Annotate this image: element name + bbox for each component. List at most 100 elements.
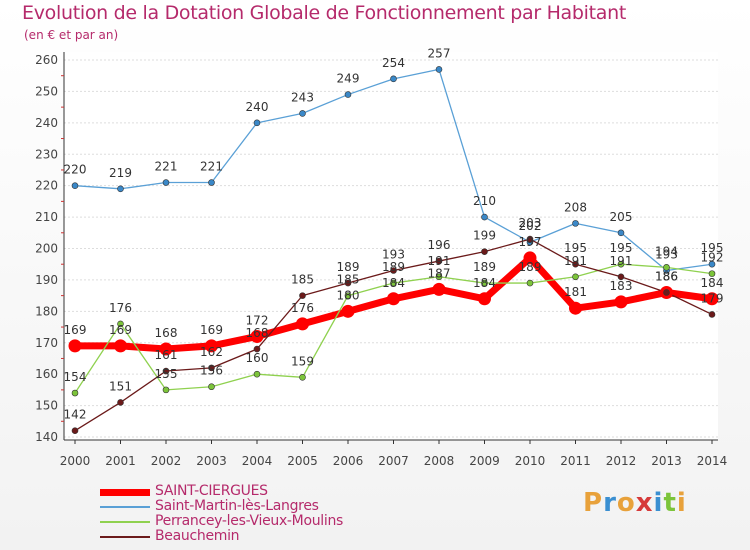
data-label: 197 [519, 235, 542, 249]
x-tick-label: 2013 [651, 454, 682, 468]
logo-letter: P [583, 488, 604, 518]
data-point [344, 91, 352, 98]
data-label: 199 [473, 229, 496, 243]
data-label: 254 [382, 56, 405, 70]
data-point [708, 270, 716, 277]
data-point [617, 260, 625, 268]
data-point [569, 301, 582, 315]
x-tick-label: 2003 [196, 454, 227, 468]
data-label: 151 [109, 379, 132, 393]
logo-letter: r [603, 488, 617, 518]
data-label: 189 [337, 260, 360, 274]
data-label: 154 [64, 370, 87, 384]
data-point [390, 279, 397, 287]
y-tick-label: 190 [35, 273, 58, 287]
data-label: 176 [109, 301, 132, 315]
y-tick-label: 250 [35, 84, 58, 98]
data-label: 208 [564, 200, 587, 214]
data-point [481, 279, 488, 287]
data-point [390, 75, 397, 83]
x-tick-label: 2006 [333, 454, 364, 468]
data-label: 156 [200, 364, 223, 378]
data-label: 186 [655, 269, 678, 283]
logo-letter: i [676, 488, 687, 518]
data-label: 189 [473, 260, 496, 274]
data-label: 162 [200, 345, 223, 359]
y-tick-label: 150 [35, 399, 58, 413]
x-tick-label: 2014 [697, 454, 728, 468]
data-label: 184 [382, 276, 405, 290]
data-label: 210 [473, 194, 496, 208]
x-tick-label: 2005 [287, 454, 318, 468]
data-point [617, 273, 625, 281]
data-point [68, 339, 82, 353]
data-label: 155 [155, 367, 178, 381]
y-tick-label: 260 [35, 53, 58, 67]
y-tick-label: 230 [35, 147, 58, 161]
data-label: 194 [655, 244, 678, 258]
data-point [71, 427, 79, 435]
data-label: 187 [428, 266, 451, 280]
data-point [159, 342, 173, 356]
data-label: 191 [610, 254, 633, 268]
data-point [205, 339, 218, 353]
data-label: 240 [246, 100, 269, 114]
data-label: 179 [701, 291, 724, 305]
legend-label: Perrancey-les-Vieux-Moulins [155, 513, 344, 529]
legend-label: Beauchemin [155, 528, 240, 544]
data-point [708, 311, 716, 318]
data-point [299, 110, 306, 117]
data-point [572, 260, 579, 268]
legend-swatch [100, 521, 150, 523]
y-tick-label: 180 [35, 304, 58, 318]
data-point [344, 279, 352, 287]
y-tick-label: 220 [35, 179, 58, 193]
x-tick-label: 2011 [560, 454, 591, 468]
data-label: 189 [519, 260, 542, 274]
data-label: 193 [382, 247, 405, 261]
data-point [117, 399, 124, 406]
data-label: 203 [519, 216, 542, 230]
data-point [296, 317, 309, 331]
logo-letter: o [616, 488, 636, 518]
data-point [117, 320, 124, 328]
data-label: 184 [473, 276, 496, 290]
data-point [253, 345, 261, 353]
data-point [71, 389, 79, 397]
data-label: 243 [291, 90, 314, 104]
data-point [572, 220, 579, 227]
logo-letter: x [635, 488, 654, 518]
data-point [117, 185, 124, 193]
legend-label: SAINT-CIERGUES [155, 483, 268, 499]
y-tick-label: 140 [35, 430, 58, 444]
data-label: 169 [109, 323, 132, 337]
data-label: 185 [337, 273, 360, 287]
legend-swatch [100, 488, 150, 496]
data-label: 161 [155, 348, 178, 362]
data-point [663, 289, 670, 296]
data-point [432, 282, 446, 296]
data-label: 142 [64, 408, 87, 422]
data-point [614, 295, 628, 309]
data-point [705, 292, 719, 306]
data-point [341, 304, 355, 318]
x-tick-label: 2000 [60, 454, 91, 468]
data-point [250, 329, 264, 343]
data-label: 180 [337, 288, 360, 302]
data-point [162, 179, 170, 186]
data-point [523, 251, 537, 265]
plot-area [64, 52, 718, 440]
data-point [253, 370, 261, 378]
data-point [299, 292, 306, 299]
data-label: 183 [610, 279, 633, 293]
data-label: 184 [701, 276, 724, 290]
data-label: 193 [655, 247, 678, 261]
data-point [481, 248, 488, 255]
data-label: 219 [109, 166, 132, 180]
data-label: 195 [701, 241, 724, 255]
data-point [114, 339, 127, 353]
x-tick-label: 2009 [469, 454, 500, 468]
data-label: 168 [246, 326, 269, 340]
data-label: 159 [291, 354, 314, 368]
